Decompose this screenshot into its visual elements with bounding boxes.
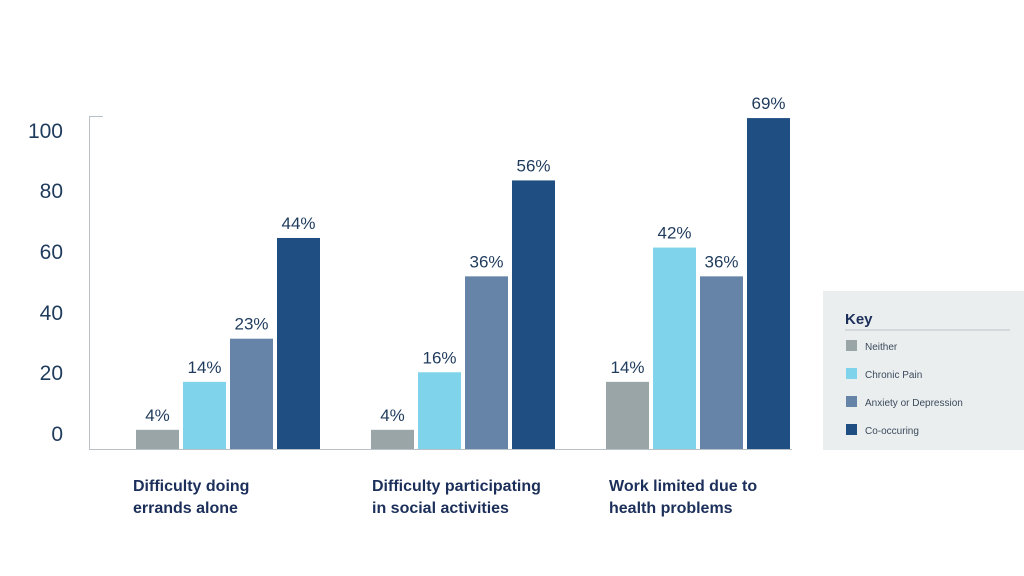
bar-chronic-pain — [418, 372, 461, 449]
data-label: 23% — [234, 315, 268, 334]
category-label: Difficulty participating — [372, 478, 541, 495]
y-tick-label: 0 — [51, 423, 63, 446]
data-label: 56% — [516, 156, 550, 175]
data-label: 14% — [610, 358, 644, 377]
bar-co-occuring — [512, 180, 555, 449]
data-label: 42% — [657, 224, 691, 243]
y-tick-label: 40 — [40, 302, 63, 325]
legend-swatch — [846, 396, 857, 407]
category-label: health problems — [609, 500, 733, 517]
y-tick-label: 20 — [40, 362, 63, 385]
data-label: 69% — [751, 94, 785, 113]
y-tick-label: 100 — [28, 120, 63, 143]
data-label: 14% — [187, 358, 221, 377]
data-label: 44% — [281, 214, 315, 233]
y-tick-label: 60 — [40, 241, 63, 264]
legend-label: Neither — [865, 342, 898, 353]
bar-anxiety-or-depression — [465, 276, 508, 449]
data-label: 4% — [145, 406, 170, 425]
bars: 4% 4% 14% 14% 16% 42% 23% 36% 36% 44% 56% 69% — [136, 94, 790, 450]
legend: Key Neither Chronic Pain Anxiety or Depres… — [823, 291, 1024, 450]
legend-items: Neither Chronic Pain Anxiety or Depression… — [846, 340, 963, 437]
category-labels: Difficulty doing errands alone Difficulty … — [133, 478, 757, 517]
category-label: Difficulty doing — [133, 478, 249, 495]
bar-neither — [606, 381, 649, 449]
data-label: 16% — [422, 348, 456, 367]
bar-co-occuring — [747, 118, 790, 450]
y-axis-ticks: 100 80 60 40 20 0 — [28, 120, 63, 446]
bar-neither — [371, 429, 414, 449]
bar-chronic-pain — [653, 247, 696, 449]
legend-swatch — [846, 368, 857, 379]
bar-co-occuring — [277, 237, 320, 449]
legend-swatch — [846, 340, 857, 351]
legend-label: Chronic Pain — [865, 370, 922, 381]
category-label: in social activities — [372, 500, 509, 517]
data-label: 4% — [380, 406, 405, 425]
legend-label: Anxiety or Depression — [865, 398, 963, 409]
legend-swatch — [846, 424, 857, 435]
category-label: errands alone — [133, 500, 238, 517]
legend-title: Key — [845, 311, 873, 328]
bar-anxiety-or-depression — [700, 276, 743, 449]
data-label: 36% — [469, 252, 503, 271]
legend-label: Co-occuring — [865, 426, 919, 437]
data-label: 36% — [704, 252, 738, 271]
bar-chronic-pain — [183, 381, 226, 449]
category-label: Work limited due to — [609, 478, 757, 495]
bar-neither — [136, 429, 179, 449]
y-tick-label: 80 — [40, 180, 63, 203]
bar-anxiety-or-depression — [230, 338, 273, 449]
